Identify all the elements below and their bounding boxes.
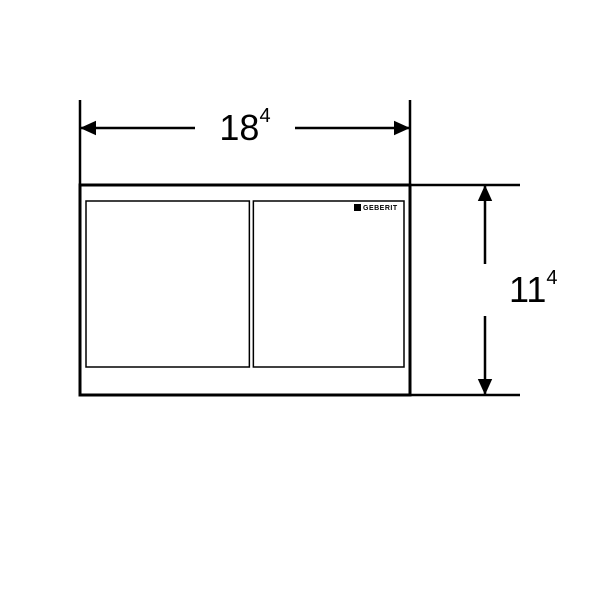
dim-height-label: 114 bbox=[509, 267, 558, 310]
brand-mark: GEBERIT bbox=[354, 204, 398, 212]
flush-button-small bbox=[253, 201, 404, 367]
brand-text: GEBERIT bbox=[363, 205, 398, 212]
flush-plate: GEBERIT bbox=[80, 185, 410, 395]
technical-drawing: GEBERIT 184 114 bbox=[0, 0, 600, 600]
dim-width-label: 184 bbox=[219, 105, 270, 148]
flush-button-large bbox=[86, 201, 249, 367]
